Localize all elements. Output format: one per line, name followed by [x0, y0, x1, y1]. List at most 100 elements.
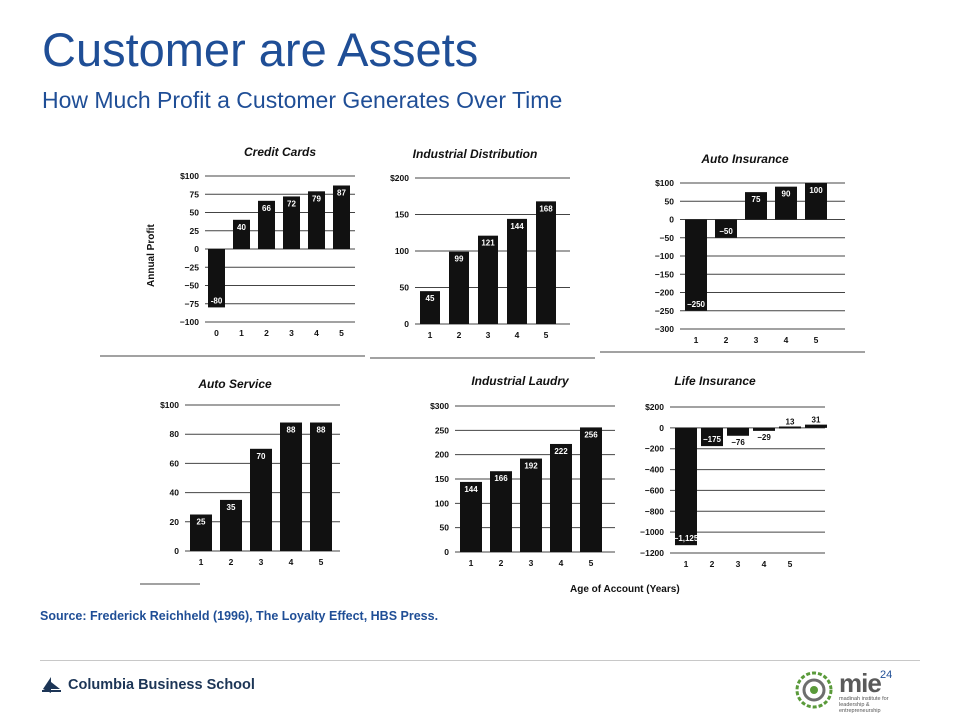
y-tick-label: −600: [645, 485, 664, 495]
footer-divider: [40, 660, 920, 661]
source-citation: Source: Frederick Reichheld (1996), The …: [40, 609, 439, 623]
x-tick-label: 5: [814, 335, 819, 345]
chart-title: Credit Cards: [244, 145, 316, 159]
data-label: −50: [719, 227, 733, 236]
bar: [460, 481, 482, 552]
data-label: 75: [752, 195, 761, 204]
y-tick-label: 25: [190, 226, 200, 236]
bar: [520, 458, 542, 552]
x-tick-label: 2: [499, 558, 504, 568]
chart-credit-cards: Credit Cards$1007550250−25−50−75−100-804…: [180, 145, 355, 338]
data-label: 79: [312, 194, 321, 203]
bar: [536, 201, 556, 324]
mie-logo: mie madinah institute for leadership & e…: [793, 670, 907, 714]
mie-text: mie: [839, 668, 882, 698]
x-tick-label: 1: [239, 328, 244, 338]
data-label: −1,125: [674, 534, 699, 543]
x-tick-label: 4: [515, 330, 520, 340]
scan-artifact-line: [140, 583, 200, 585]
x-tick-label: 1: [694, 335, 699, 345]
y-tick-label: 0: [659, 423, 664, 433]
y-tick-label: −200: [645, 444, 664, 454]
chart-title: Auto Insurance: [700, 152, 789, 166]
x-tick-label: 3: [736, 559, 741, 569]
x-tick-label: 1: [684, 559, 689, 569]
x-tick-label: 3: [754, 335, 759, 345]
data-label: 144: [510, 222, 524, 231]
bar: [478, 235, 498, 324]
data-label: 45: [426, 294, 435, 303]
y-tick-label: 60: [170, 458, 180, 468]
data-label: 70: [257, 452, 266, 461]
x-tick-label: 0: [214, 328, 219, 338]
page-number: 24: [880, 669, 893, 681]
x-tick-label: 4: [762, 559, 767, 569]
bar: [233, 219, 250, 249]
chart-title: Life Insurance: [674, 374, 756, 388]
mie-wordmark: mie madinah institute for leadership & e…: [839, 670, 907, 714]
data-label: 40: [237, 223, 246, 232]
y-tick-label: 100: [435, 498, 449, 508]
bar: [308, 191, 325, 249]
bar: [507, 218, 527, 324]
x-tick-label: 4: [314, 328, 319, 338]
bar: [685, 219, 707, 311]
bar: [775, 186, 797, 220]
x-tick-label: 5: [339, 328, 344, 338]
y-tick-label: 50: [665, 196, 675, 206]
y-tick-label: 75: [190, 189, 200, 199]
y-tick-label: −1000: [640, 527, 664, 537]
y-tick-label: $100: [160, 400, 179, 410]
x-tick-label: 2: [724, 335, 729, 345]
x-tick-label: 1: [469, 558, 474, 568]
bar: [208, 249, 225, 308]
bar: [753, 427, 775, 431]
y-axis-label: Annual Profit: [146, 224, 157, 287]
data-label: 100: [809, 186, 823, 195]
chart-title: Industrial Distribution: [413, 147, 538, 161]
x-tick-label: 5: [544, 330, 549, 340]
y-tick-label: 0: [444, 547, 449, 557]
bar: [675, 427, 697, 546]
x-tick-label: 3: [259, 557, 264, 567]
scan-artifact-line: [370, 357, 595, 359]
slide-subtitle: How Much Profit a Customer Generates Ove…: [42, 87, 563, 113]
y-tick-label: −150: [655, 269, 674, 279]
bar: [190, 514, 212, 551]
y-tick-label: −250: [655, 306, 674, 316]
y-tick-label: 50: [190, 208, 200, 218]
x-tick-label: 2: [264, 328, 269, 338]
data-label: 166: [494, 474, 508, 483]
x-tick-label: 2: [229, 557, 234, 567]
bar: [283, 196, 300, 249]
y-tick-label: −800: [645, 506, 664, 516]
columbia-brand-text: Columbia Business School: [68, 677, 255, 693]
y-tick-label: 50: [440, 523, 450, 533]
y-tick-label: 200: [435, 450, 449, 460]
y-tick-label: $200: [390, 173, 409, 183]
bar: [805, 424, 827, 428]
bar: [220, 499, 242, 551]
x-tick-label: 2: [710, 559, 715, 569]
x-tick-label: 4: [784, 335, 789, 345]
x-axis-label: Age of Account (Years): [570, 584, 680, 595]
data-label: 222: [554, 447, 568, 456]
data-label: 256: [584, 430, 598, 439]
y-tick-label: 150: [435, 474, 449, 484]
bar: [701, 427, 723, 447]
data-label: 72: [287, 199, 296, 208]
x-tick-label: 3: [289, 328, 294, 338]
bar: [420, 291, 440, 324]
mie-subtext: madinah institute for leadership & entre…: [839, 696, 889, 715]
data-label: 192: [524, 462, 538, 471]
bar: [745, 192, 767, 220]
data-label: 88: [287, 426, 296, 435]
x-tick-label: 5: [319, 557, 324, 567]
x-tick-label: 1: [428, 330, 433, 340]
scan-artifact-line: [100, 355, 365, 357]
y-tick-label: 80: [170, 429, 180, 439]
columbia-logo: Columbia Business School: [40, 674, 255, 696]
bar: [280, 422, 302, 551]
data-label: 35: [227, 503, 236, 512]
data-label: 88: [317, 426, 326, 435]
